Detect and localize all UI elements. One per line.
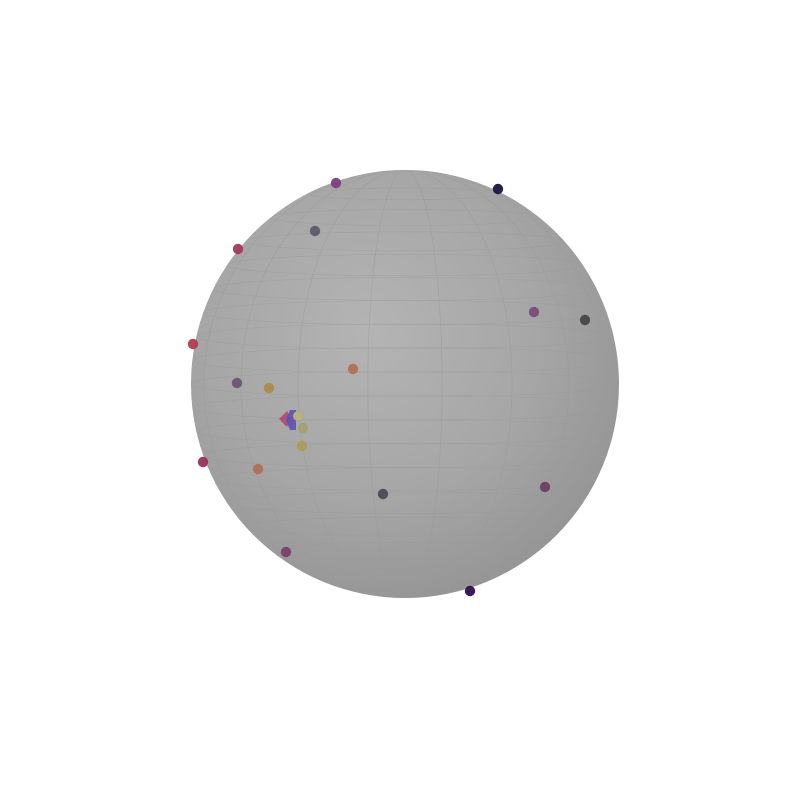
data-point bbox=[378, 489, 388, 499]
data-point bbox=[281, 547, 291, 557]
data-point bbox=[264, 383, 274, 393]
data-point bbox=[232, 378, 242, 388]
data-point bbox=[580, 315, 590, 325]
sphere-body bbox=[191, 170, 619, 598]
data-point bbox=[198, 457, 208, 467]
cluster-marker-circle bbox=[293, 411, 303, 421]
data-point bbox=[348, 364, 358, 374]
data-point bbox=[540, 482, 550, 492]
data-point bbox=[188, 339, 198, 349]
sphere bbox=[191, 170, 619, 598]
data-point bbox=[493, 184, 503, 194]
data-point bbox=[465, 586, 475, 596]
data-point bbox=[253, 464, 263, 474]
data-point bbox=[297, 441, 307, 451]
data-point bbox=[310, 226, 320, 236]
data-point bbox=[331, 178, 341, 188]
data-point bbox=[233, 244, 243, 254]
data-point bbox=[529, 307, 539, 317]
data-point bbox=[298, 423, 308, 433]
